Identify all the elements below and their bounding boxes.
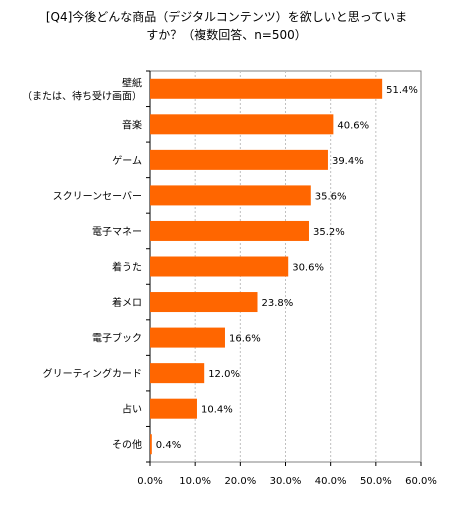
category-label: 着うた xyxy=(112,261,142,274)
value-label: 40.6% xyxy=(337,120,369,131)
value-label: 12.0% xyxy=(208,369,240,380)
category-label: 音楽 xyxy=(122,118,142,131)
x-tick-label: 30.0% xyxy=(270,476,302,487)
category-label: 着メロ xyxy=(112,296,142,309)
category-label: その他 xyxy=(112,438,142,451)
bar xyxy=(150,327,225,348)
x-tick-label: 0.0% xyxy=(137,476,162,487)
bar xyxy=(150,220,309,241)
bar xyxy=(150,185,311,206)
chart-title: [Q4]今後どんな商品（デジタルコンテンツ）を欲しいと思っていま すか？（複数回… xyxy=(0,8,453,44)
value-label: 35.2% xyxy=(313,227,345,238)
x-tick-label: 40.0% xyxy=(315,476,347,487)
value-label: 35.6% xyxy=(315,191,347,202)
bar xyxy=(150,78,383,99)
bar xyxy=(150,398,197,419)
category-label: ゲーム xyxy=(112,155,142,167)
value-label: 30.6% xyxy=(292,263,324,274)
bar xyxy=(150,256,289,277)
x-tick-label: 10.0% xyxy=(179,476,211,487)
chart-title-line-1: [Q4]今後どんな商品（デジタルコンテンツ）を欲しいと思っていま xyxy=(45,10,408,24)
value-label: 51.4% xyxy=(386,85,418,96)
bar xyxy=(150,363,205,384)
category-label: 電子マネー xyxy=(92,226,142,238)
category-label: 壁紙 xyxy=(122,76,142,89)
x-tick-label: 60.0% xyxy=(405,476,437,487)
x-tick-label: 50.0% xyxy=(360,476,392,487)
x-tick-label: 20.0% xyxy=(224,476,256,487)
value-label: 39.4% xyxy=(332,156,364,167)
bar xyxy=(150,114,334,135)
value-label: 16.6% xyxy=(229,334,261,345)
category-label: （または、待ち受け画面） xyxy=(22,89,142,102)
category-label: グリーティングカード xyxy=(43,367,142,380)
value-label: 10.4% xyxy=(201,405,233,416)
category-label: 電子ブック xyxy=(92,332,142,345)
bar xyxy=(150,292,258,313)
value-label: 23.8% xyxy=(261,298,293,309)
bar xyxy=(150,434,152,455)
category-label: 占い xyxy=(122,403,142,416)
chart-title-line-2: すか？（複数回答、n=500） xyxy=(146,28,307,42)
bar xyxy=(150,149,328,170)
category-label: スクリーンセーバー xyxy=(53,190,142,202)
value-label: 0.4% xyxy=(156,440,181,451)
